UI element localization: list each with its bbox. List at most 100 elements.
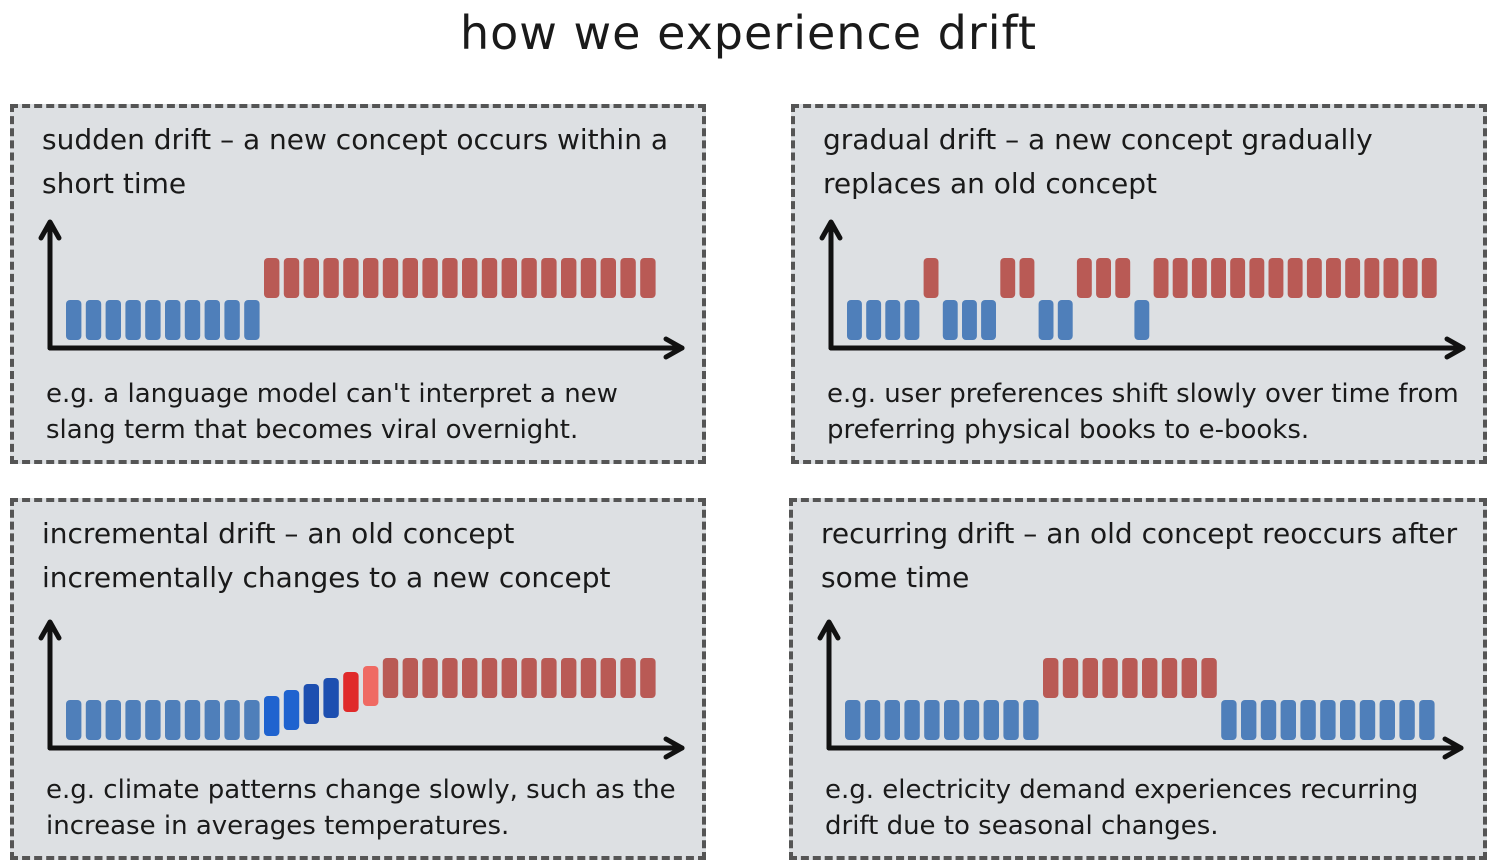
- drift-plot: [38, 619, 685, 760]
- bar-new: [1082, 658, 1098, 698]
- bar-old: [944, 700, 960, 740]
- panel-recurring-drift: recurring drift – an old concept reoccur…: [789, 498, 1487, 860]
- bar-old: [204, 300, 220, 340]
- bar-old: [885, 300, 901, 340]
- bar-old: [884, 700, 900, 740]
- bar-new: [1201, 658, 1217, 698]
- y-axis-arrow: [38, 619, 62, 641]
- x-axis-arrow: [663, 736, 685, 760]
- bar-new: [1076, 258, 1092, 298]
- bar-new: [283, 258, 300, 298]
- bar-new: [402, 658, 418, 698]
- bar-dark_blue: [323, 678, 339, 718]
- bar-new: [481, 658, 498, 698]
- bar-old: [244, 300, 260, 340]
- drift-plot: [817, 619, 1464, 760]
- bar-new: [1211, 258, 1226, 298]
- bar-old: [1221, 700, 1237, 740]
- bar-old: [105, 300, 121, 340]
- page-title: how we experience drift: [460, 6, 1037, 60]
- bar-new: [580, 658, 597, 698]
- bar-new: [1102, 658, 1118, 698]
- x-axis-arrow: [1442, 736, 1464, 760]
- bar-new: [323, 258, 339, 298]
- bar-old: [1057, 300, 1073, 340]
- bar-old: [1419, 700, 1435, 740]
- bar-new: [382, 258, 399, 298]
- panel-title: gradual drift – a new concept gradually …: [823, 123, 1373, 200]
- bar-old: [145, 300, 161, 340]
- drift-plot: [38, 219, 685, 360]
- bar-old: [904, 700, 920, 740]
- bar-new: [521, 258, 537, 298]
- bar-old: [904, 300, 920, 340]
- bar-new: [1364, 258, 1380, 298]
- bar-old: [1023, 700, 1039, 740]
- bar-new: [541, 658, 557, 698]
- bar-old: [981, 300, 996, 340]
- bar-new: [620, 258, 636, 298]
- bar-new: [1153, 258, 1169, 298]
- bar-new: [1019, 258, 1035, 298]
- bar-new: [462, 658, 478, 698]
- drift-plot: [819, 219, 1466, 360]
- panel-gradual-drift: gradual drift – a new concept gradually …: [791, 104, 1487, 464]
- x-axis-arrow: [1444, 336, 1466, 360]
- bar-new: [1345, 258, 1361, 298]
- bar-new: [442, 658, 458, 698]
- bar-new: [1115, 258, 1131, 298]
- bar-new: [561, 258, 577, 298]
- bar-old: [244, 700, 260, 740]
- bar-old: [1399, 700, 1415, 740]
- bar-new: [1043, 658, 1059, 698]
- bar-new: [1402, 258, 1418, 298]
- bar-old: [1320, 700, 1336, 740]
- bar-new: [1421, 258, 1437, 298]
- bar-old: [963, 700, 980, 740]
- bar-new: [541, 258, 557, 298]
- bar-dark_blue: [303, 684, 319, 724]
- bar-new: [303, 258, 319, 298]
- bar-old: [962, 300, 977, 340]
- bar-old: [145, 700, 161, 740]
- bar-new: [343, 258, 359, 298]
- bar-new: [442, 258, 458, 298]
- bar-new: [422, 658, 438, 698]
- bar-old: [1379, 700, 1395, 740]
- bar-new: [600, 658, 616, 698]
- bar-old: [184, 700, 201, 740]
- bar-old: [85, 300, 102, 340]
- bar-old: [224, 700, 240, 740]
- bar-old: [847, 300, 862, 340]
- bar-old: [1340, 700, 1356, 740]
- panel-example: e.g. electricity demand experiences recu…: [825, 775, 1419, 841]
- bar-new: [1142, 658, 1158, 698]
- panel-title: sudden drift – a new concept occurs with…: [42, 123, 668, 200]
- bar-new: [422, 258, 438, 298]
- bar-old: [1003, 700, 1019, 740]
- bar-old: [942, 300, 958, 340]
- panel-example: e.g. climate patterns change slowly, suc…: [46, 775, 676, 841]
- y-axis-arrow: [38, 219, 62, 241]
- bar-new: [620, 658, 636, 698]
- bar-new: [1268, 258, 1284, 298]
- bar-new: [264, 258, 280, 298]
- bar-new: [1062, 658, 1079, 698]
- bar-new: [1191, 258, 1207, 298]
- bar-new: [1383, 258, 1399, 298]
- panel-example: e.g. a language model can't interpret a …: [46, 379, 618, 445]
- bar-old: [204, 700, 220, 740]
- panel-title: recurring drift – an old concept reoccur…: [821, 517, 1458, 594]
- bar-new: [1096, 258, 1111, 298]
- bar-old: [1300, 700, 1316, 740]
- bar-old: [224, 300, 240, 340]
- bar-old: [866, 300, 882, 340]
- bar-new: [1172, 258, 1188, 298]
- bar-old: [1134, 300, 1150, 340]
- bar-new: [402, 258, 418, 298]
- bar-new: [923, 258, 939, 298]
- bar-new: [363, 258, 379, 298]
- bar-new: [1000, 258, 1016, 298]
- bar-mid_blue: [283, 690, 300, 730]
- bar-new: [1249, 258, 1265, 298]
